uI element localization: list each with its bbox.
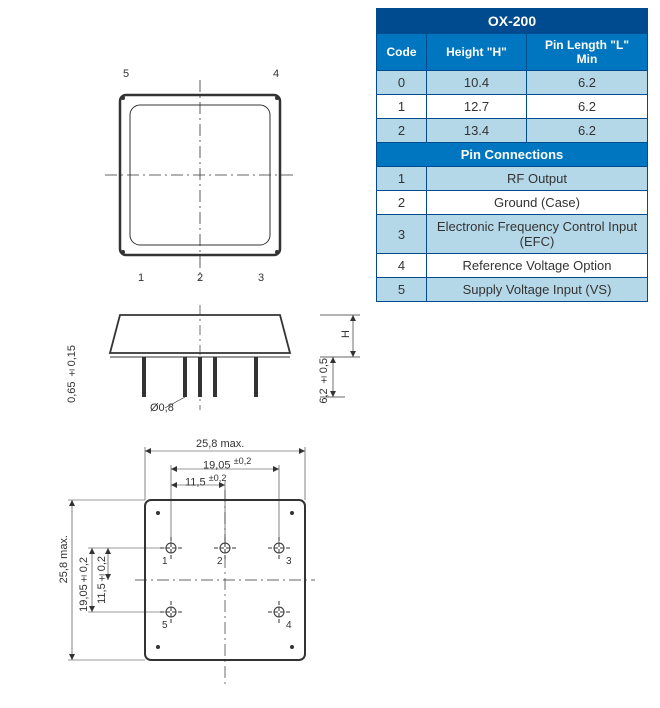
mechanical-drawings: 5 4 1 2 3 0,65 ±0,15 Ø0,8 6,2 ±0,5 H bbox=[20, 80, 380, 700]
side-view bbox=[80, 305, 380, 415]
pin-label-2: 2 bbox=[197, 272, 203, 284]
pin-label-5: 5 bbox=[123, 68, 129, 80]
pin-label-1: 1 bbox=[138, 272, 144, 284]
col-code: Code bbox=[377, 34, 427, 71]
table-row: 0 10.4 6.2 bbox=[377, 71, 648, 95]
dim-pitch-wide-v: 19,05±0,2 bbox=[78, 557, 90, 612]
product-title: OX-200 bbox=[377, 9, 648, 34]
dim-pin-dia: Ø0,8 bbox=[150, 402, 174, 414]
dim-pitch-wide: 19,05 ±0,2 bbox=[203, 456, 251, 472]
dim-overall-h: 25,8 max. bbox=[58, 535, 70, 583]
top-view bbox=[105, 80, 295, 280]
pin-label-5: 5 bbox=[162, 620, 168, 631]
pin-label-4: 4 bbox=[273, 68, 279, 80]
pin-label-4: 4 bbox=[286, 620, 292, 631]
col-height: Height "H" bbox=[427, 34, 527, 71]
dim-height-h: H bbox=[340, 330, 352, 338]
spec-table: OX-200 Code Height "H" Pin Length "L" Mi… bbox=[376, 8, 648, 302]
pin-label-2: 2 bbox=[217, 556, 223, 567]
pin-label-3: 3 bbox=[258, 272, 264, 284]
table-row: 2 Ground (Case) bbox=[377, 191, 648, 215]
dim-overall-w: 25,8 max. bbox=[196, 438, 244, 450]
table-row: 3 Electronic Frequency Control Input (EF… bbox=[377, 215, 648, 254]
table-row: 5 Supply Voltage Input (VS) bbox=[377, 278, 648, 302]
dim-pin-len: 6,2 ±0,5 bbox=[318, 358, 330, 404]
col-pinlen: Pin Length "L" Min bbox=[527, 34, 648, 71]
pin-label-3: 3 bbox=[286, 556, 292, 567]
dim-pin-base: 0,65 ±0,15 bbox=[66, 345, 78, 403]
table-row: 1 12.7 6.2 bbox=[377, 95, 648, 119]
table-row: 1 RF Output bbox=[377, 167, 648, 191]
dim-pitch-narrow-v: 11,5±0,2 bbox=[96, 556, 108, 604]
pin-section-title: Pin Connections bbox=[377, 143, 648, 167]
table-row: 4 Reference Voltage Option bbox=[377, 254, 648, 278]
table-row: 2 13.4 6.2 bbox=[377, 119, 648, 143]
pin-label-1: 1 bbox=[162, 556, 168, 567]
dim-pitch-narrow: 11,5 ±0,2 bbox=[185, 473, 226, 489]
